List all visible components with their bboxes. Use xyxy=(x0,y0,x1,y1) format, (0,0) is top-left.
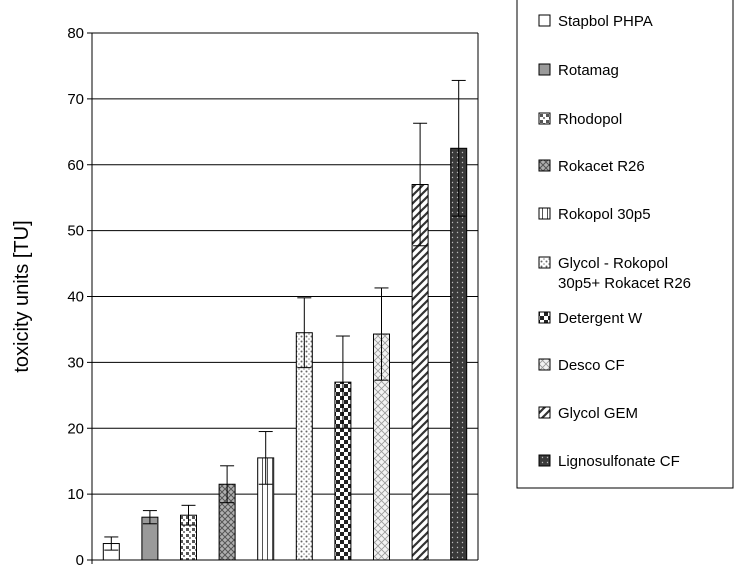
legend-entry: Lignosulfonate CF xyxy=(538,453,680,470)
legend-label: Rhodopol xyxy=(558,111,622,128)
legend-swatch xyxy=(538,112,551,125)
legend-swatch xyxy=(538,311,551,324)
legend-swatch xyxy=(538,256,551,269)
gridlines xyxy=(92,32,478,495)
legend-swatch xyxy=(538,358,551,371)
error-bars xyxy=(104,79,466,551)
legend-entry: Detergent W xyxy=(538,310,643,327)
legend-entry: Rokopol 30p5 xyxy=(538,206,651,223)
y-tick-label: 40 xyxy=(67,289,84,306)
legend-swatch xyxy=(538,454,551,467)
y-axis-label: toxicity units [TU] xyxy=(11,220,33,372)
legend-swatch xyxy=(538,63,551,76)
legend-label: Lignosulfonate CF xyxy=(558,453,680,470)
legend-box xyxy=(516,0,734,489)
error-bar xyxy=(413,122,428,247)
legend-label: Stapbol PHPA xyxy=(558,13,653,30)
y-tick-label: 50 xyxy=(67,223,84,240)
legend-entry: Glycol - Rokopol 30p5+ Rokacet R26 xyxy=(538,255,691,292)
legend-label: Desco CF xyxy=(558,357,625,374)
legend-label: Rokopol 30p5 xyxy=(558,206,651,223)
legend-swatch xyxy=(538,14,551,27)
error-bar xyxy=(374,287,389,381)
legend-entry: Desco CF xyxy=(538,357,625,374)
error-bar xyxy=(335,335,350,429)
y-tick-label: 80 xyxy=(67,25,84,42)
error-bar xyxy=(258,431,273,485)
legend-label: Rotamag xyxy=(558,62,619,79)
legend-label: Glycol - Rokopol 30p5+ Rokacet R26 xyxy=(558,255,691,292)
error-bar xyxy=(104,536,119,551)
legend-entry: Glycol GEM xyxy=(538,405,638,422)
legend-label: Rokacet R26 xyxy=(558,158,645,175)
legend-entry: Stapbol PHPA xyxy=(538,13,653,30)
y-tick-label: 70 xyxy=(67,91,84,108)
legend-label: Detergent W xyxy=(558,310,643,327)
error-bar xyxy=(181,504,196,526)
legend: Stapbol PHPA Rotamag Rhodopol Rokacet R26 Ro… xyxy=(516,0,734,489)
legend-entry: Rokacet R26 xyxy=(538,158,645,175)
legend-entry: Rotamag xyxy=(538,62,619,79)
legend-label: Glycol GEM xyxy=(558,405,638,422)
error-bar xyxy=(142,510,157,525)
legend-entry: Rhodopol xyxy=(538,111,622,128)
bars xyxy=(102,147,468,561)
y-tick-label: 20 xyxy=(67,420,84,437)
error-bar xyxy=(220,465,235,504)
legend-swatch xyxy=(538,207,551,220)
legend-swatch xyxy=(538,159,551,172)
legend-swatch xyxy=(538,406,551,419)
y-tick-label: 30 xyxy=(67,354,84,371)
error-bar xyxy=(297,297,312,369)
y-tick-label: 0 xyxy=(76,552,84,569)
error-bar xyxy=(451,79,466,217)
y-tick-label: 10 xyxy=(67,486,84,503)
y-tick-label: 60 xyxy=(67,157,84,174)
